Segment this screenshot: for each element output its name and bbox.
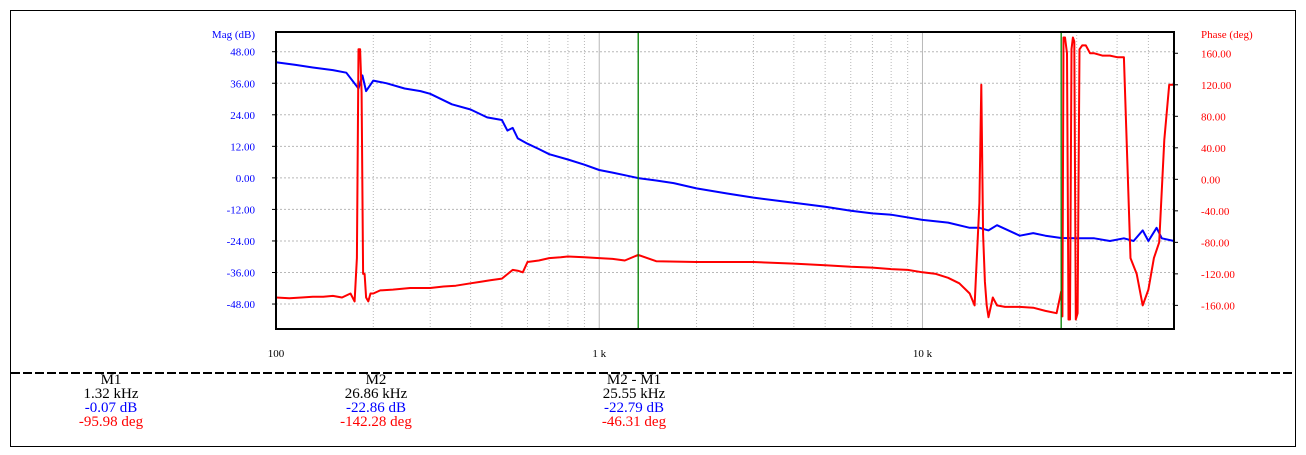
mag-tick-label: 36.00 [230, 78, 255, 90]
phase-tick-label: -40.00 [1201, 206, 1230, 218]
marker-diff-readout: M2 - M1 25.55 kHz -22.79 dB -46.31 deg [579, 372, 689, 430]
phase-tick-label: -120.00 [1201, 269, 1235, 281]
mag-tick-label: -48.00 [227, 299, 256, 311]
marker-m1-readout: M1 1.32 kHz -0.07 dB -95.98 deg [56, 372, 166, 430]
marker-m2-readout: M2 26.86 kHz -22.86 dB -142.28 deg [321, 372, 431, 430]
m2-phase: -142.28 deg [340, 414, 412, 430]
m2-title: M2 [365, 372, 387, 388]
m1-title: M1 [100, 372, 122, 388]
mag-tick-label: -36.00 [227, 267, 256, 279]
mag-tick-label: 24.00 [230, 110, 255, 122]
mag-axis-label: Mag (dB) [212, 29, 255, 41]
phase-tick-label: 80.00 [1201, 111, 1226, 123]
plot-window: 48.00 36.00 24.00 12.00 0.00 -12.00 -24.00 -36.… [10, 10, 1296, 447]
phase-series-line [275, 36, 1174, 321]
m1-phase: -95.98 deg [78, 414, 144, 430]
phase-tick-label: 40.00 [1201, 143, 1226, 155]
phase-tick-label: 0.00 [1201, 174, 1221, 186]
m1-magnitude: -0.07 dB [84, 400, 138, 416]
phase-axis-label: Phase (deg) [1201, 29, 1253, 41]
plot-area-border [275, 31, 1175, 330]
diff-title: M2 - M1 [606, 372, 662, 388]
x-tick-label: 1 k [592, 348, 606, 360]
mag-tick-label: 12.00 [230, 141, 255, 153]
mag-tick-label: -12.00 [227, 204, 256, 216]
phase-tick-label: -80.00 [1201, 237, 1230, 249]
magnitude-series-line [275, 61, 1175, 242]
m2-magnitude: -22.86 dB [346, 400, 406, 416]
x-tick-label: 10 k [913, 348, 933, 360]
phase-tick-label: 120.00 [1201, 80, 1232, 92]
m1-frequency: 1.32 kHz [83, 386, 139, 402]
mag-tick-label: 0.00 [236, 173, 256, 185]
phase-tick-label: -160.00 [1201, 300, 1235, 312]
diff-frequency: 25.55 kHz [602, 386, 666, 402]
mag-tick-label: 48.00 [230, 47, 255, 59]
x-tick-label: 100 [268, 348, 285, 360]
diff-phase: -46.31 deg [601, 414, 667, 430]
m2-frequency: 26.86 kHz [344, 386, 408, 402]
bode-chart: 48.00 36.00 24.00 12.00 0.00 -12.00 -24.00 -36.… [11, 29, 1295, 374]
phase-tick-label: 160.00 [1201, 48, 1232, 60]
diff-magnitude: -22.79 dB [604, 400, 664, 416]
mag-tick-label: -24.00 [227, 236, 256, 248]
